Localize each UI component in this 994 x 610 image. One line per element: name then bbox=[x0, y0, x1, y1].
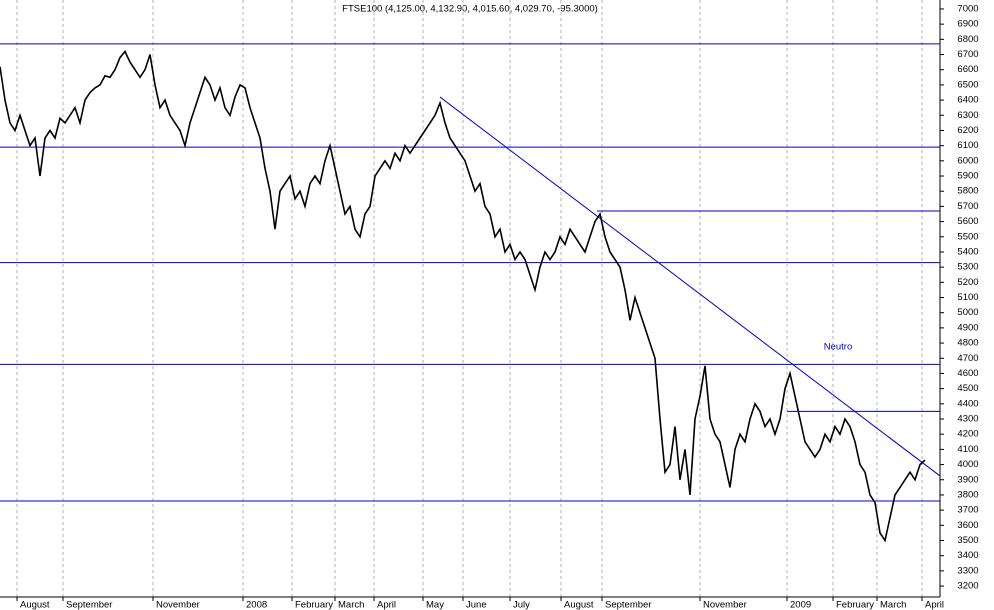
y-tick-label: 6200 bbox=[957, 125, 978, 136]
y-tick-label: 3400 bbox=[957, 550, 978, 561]
y-tick-label: 5100 bbox=[957, 292, 978, 303]
trend-line bbox=[439, 96, 941, 477]
y-tick-label: 5000 bbox=[957, 307, 978, 318]
y-tick-label: 3200 bbox=[957, 581, 978, 592]
x-tick-label: 2008 bbox=[246, 600, 267, 610]
y-tick-label: 6600 bbox=[957, 64, 978, 75]
x-tick-label: November bbox=[156, 600, 200, 610]
y-tick-label: 6400 bbox=[957, 95, 978, 106]
x-tick-label: February bbox=[836, 600, 874, 610]
y-tick-label: 6900 bbox=[957, 19, 978, 30]
x-tick-label: May bbox=[426, 600, 444, 610]
y-tick-label: 5800 bbox=[957, 186, 978, 197]
price-line bbox=[0, 50, 926, 543]
y-tick-label: 6800 bbox=[957, 34, 978, 45]
x-tick-label: September bbox=[66, 600, 112, 610]
y-tick-label: 4000 bbox=[957, 459, 978, 470]
x-tick-label: March bbox=[880, 600, 906, 610]
x-tick-label: November bbox=[703, 600, 747, 610]
y-tick-label: 3600 bbox=[957, 520, 978, 531]
x-tick-label: June bbox=[466, 600, 487, 610]
y-tick-label: 4700 bbox=[957, 353, 978, 364]
y-tick-label: 4600 bbox=[957, 368, 978, 379]
y-tick-label: 4800 bbox=[957, 338, 978, 349]
x-tick-label: August bbox=[564, 600, 594, 610]
y-tick-label: 5400 bbox=[957, 246, 978, 257]
y-tick-label: 4200 bbox=[957, 429, 978, 440]
annotation: Neutro bbox=[824, 342, 853, 353]
y-tick-label: 5500 bbox=[957, 231, 978, 242]
y-tick-label: 6000 bbox=[957, 155, 978, 166]
y-tick-label: 4100 bbox=[957, 444, 978, 455]
x-tick-label: February bbox=[295, 600, 333, 610]
x-tick-label: April bbox=[925, 600, 944, 610]
x-tick-label: July bbox=[513, 600, 530, 610]
x-tick-label: 2009 bbox=[790, 600, 811, 610]
y-tick-label: 6700 bbox=[957, 49, 978, 60]
y-tick-label: 3700 bbox=[957, 505, 978, 516]
y-tick-label: 5700 bbox=[957, 201, 978, 212]
y-tick-label: 6100 bbox=[957, 140, 978, 151]
y-tick-label: 3800 bbox=[957, 489, 978, 500]
y-tick-label: 5600 bbox=[957, 216, 978, 227]
chart-title: FTSE100 (4,125.00, 4,132.90, 4,015.60, 4… bbox=[342, 4, 598, 15]
x-tick-label: March bbox=[338, 600, 364, 610]
y-tick-label: 5900 bbox=[957, 171, 978, 182]
y-tick-label: 3900 bbox=[957, 474, 978, 485]
y-tick-label: 5300 bbox=[957, 262, 978, 273]
y-tick-label: 3300 bbox=[957, 565, 978, 576]
y-tick-label: 4400 bbox=[957, 398, 978, 409]
y-tick-label: 4300 bbox=[957, 414, 978, 425]
y-tick-label: 6300 bbox=[957, 110, 978, 121]
y-tick-label: 4500 bbox=[957, 383, 978, 394]
y-tick-label: 6500 bbox=[957, 79, 978, 90]
y-tick-label: 4900 bbox=[957, 322, 978, 333]
x-tick-label: August bbox=[20, 600, 50, 610]
y-tick-label: 7000 bbox=[957, 3, 978, 14]
y-tick-label: 3500 bbox=[957, 535, 978, 546]
x-tick-label: September bbox=[605, 600, 651, 610]
x-tick-label: April bbox=[377, 600, 396, 610]
y-tick-label: 5200 bbox=[957, 277, 978, 288]
